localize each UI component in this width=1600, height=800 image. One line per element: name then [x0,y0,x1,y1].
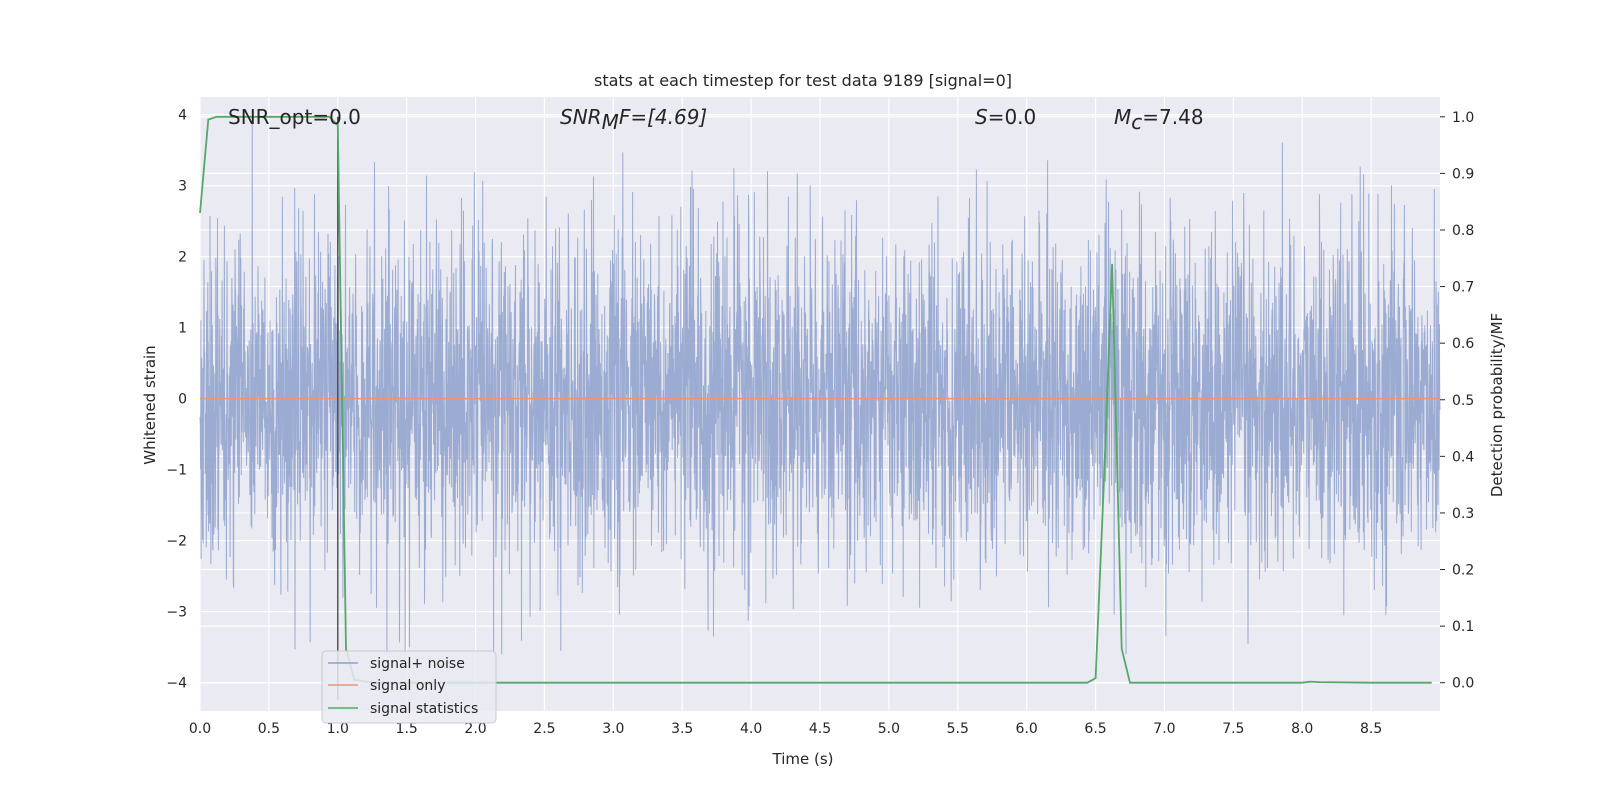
y-left-tick-label: 2 [178,250,187,266]
legend-label-signal-noise: signal+ noise [370,656,465,672]
y-right-tick-label: 0.0 [1452,676,1474,692]
x-tick-label: 0.0 [189,721,211,737]
x-tick-label: 3.0 [602,721,624,737]
y-left-tick-label: 4 [178,108,187,124]
y-right-tick-label: 0.4 [1452,449,1474,465]
y-left-axis-label: Whitened strain [141,345,159,464]
y-right-tick-label: 0.8 [1452,223,1474,239]
y-left-tick-label: 1 [178,321,187,337]
y-right-tick-label: 0.1 [1452,619,1474,635]
y-left-tick-label: −3 [166,605,187,621]
y-right-tick-label: 0.3 [1452,506,1474,522]
x-axis-label: Time (s) [772,750,834,768]
y-left-tick-label: −4 [166,676,187,692]
series-signal-noise [199,121,1441,655]
x-tick-label: 1.5 [396,721,418,737]
x-tick-label: 2.0 [464,721,486,737]
x-tick-label: 3.5 [671,721,693,737]
x-axis-ticks: 0.0 0.5 1.0 1.5 2.0 2.5 3.0 3.5 4.0 4.5 5.0 5.5 6.0 6… [189,721,1382,737]
x-tick-label: 4.5 [809,721,831,737]
y-left-tick-label: 3 [178,179,187,195]
annotation-mc: Mc=7.48 [1114,105,1204,134]
y-right-axis-ticks: 1.0 0.9 0.8 0.7 0.6 0.5 0.4 0.3 0.2 0.1 0.0 [1440,110,1474,692]
x-tick-label: 2.5 [533,721,555,737]
x-tick-label: 5.0 [878,721,900,737]
y-right-tick-label: 0.6 [1452,336,1474,352]
y-right-tick-label: 1.0 [1452,110,1474,126]
y-right-tick-label: 0.9 [1452,166,1474,182]
x-tick-label: 8.0 [1291,721,1313,737]
y-right-tick-label: 0.2 [1452,563,1474,579]
y-left-axis-ticks: 4 3 2 1 0 −1 −2 −3 −4 [166,108,187,692]
annotation-snr-opt: SNR_opt=0.0 [228,105,361,129]
x-tick-label: 6.0 [1016,721,1038,737]
x-tick-label: 8.5 [1360,721,1382,737]
x-tick-label: 1.0 [327,721,349,737]
x-tick-label: 0.5 [258,721,280,737]
x-tick-label: 4.0 [740,721,762,737]
annotation-snr-mf: SNRMF=[4.69] [560,105,707,134]
chart-title: stats at each timestep for test data 918… [594,71,1012,90]
legend: signal+ noise signal only signal statist… [321,650,497,724]
x-tick-label: 7.0 [1153,721,1175,737]
x-tick-label: 6.5 [1084,721,1106,737]
x-tick-label: 5.5 [947,721,969,737]
y-left-tick-label: −1 [166,463,187,479]
y-left-tick-label: −2 [166,534,187,550]
y-right-tick-label: 0.5 [1452,393,1474,409]
annotation-s: S=0.0 [975,105,1036,129]
series-signal-statistics [199,115,1432,684]
legend-label-signal-statistics: signal statistics [370,701,478,717]
y-right-axis-label: Detection probability/MF [1488,313,1506,497]
y-left-tick-label: 0 [178,392,187,408]
noise-trace [199,121,1441,655]
x-tick-label: 7.5 [1222,721,1244,737]
y-right-tick-label: 0.7 [1452,280,1474,296]
legend-label-signal-only: signal only [370,678,445,694]
